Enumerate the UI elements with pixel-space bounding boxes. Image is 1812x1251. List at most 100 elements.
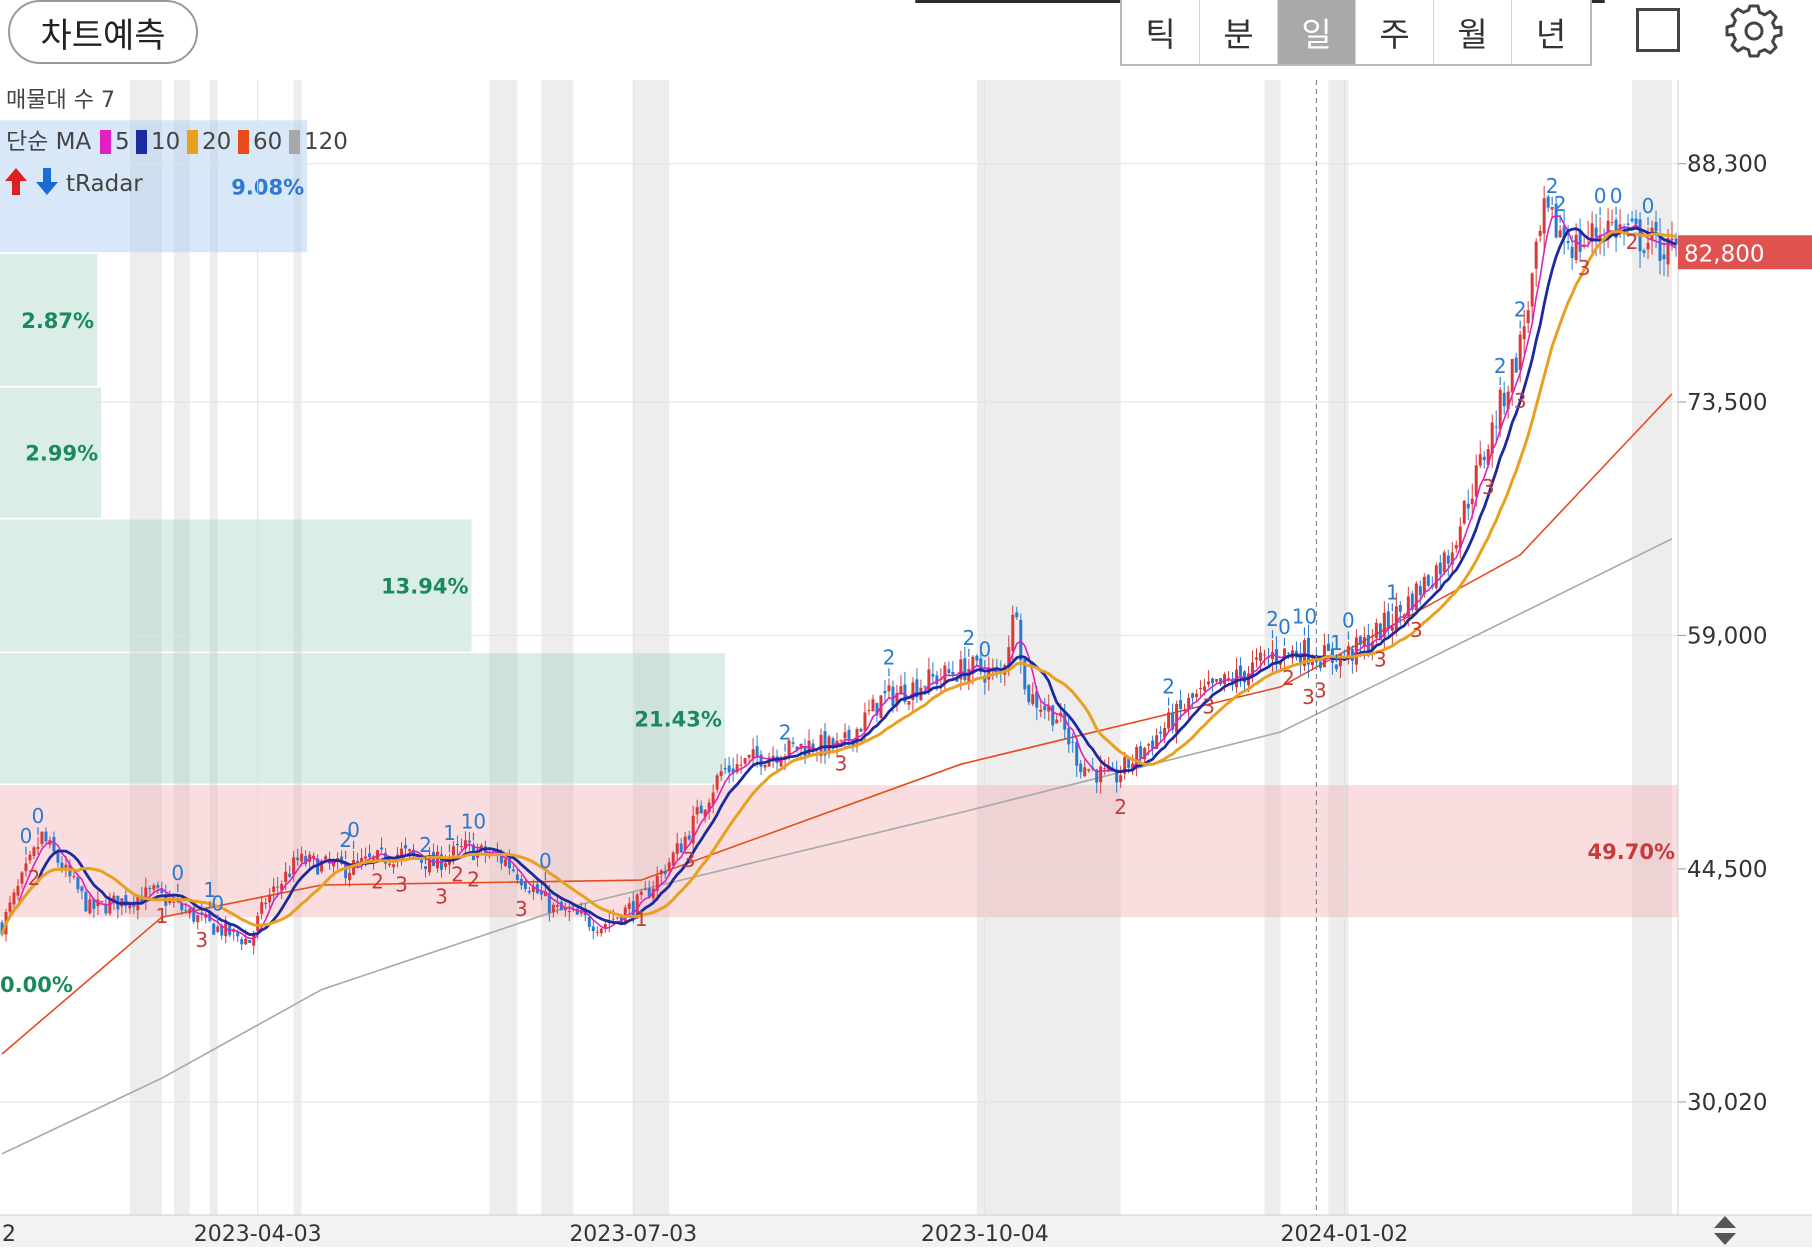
candle-body (875, 702, 879, 716)
ma-legend-swatch (238, 130, 249, 154)
gear-icon[interactable] (1725, 2, 1783, 60)
candle-body (739, 764, 743, 766)
shaded-column (541, 80, 574, 1215)
candle-body (703, 809, 707, 817)
candle-body (819, 734, 823, 756)
period-tab-3[interactable]: 주 (1356, 0, 1434, 64)
candle-body (1534, 241, 1538, 269)
candle-body (547, 893, 551, 913)
candle-body (503, 859, 507, 866)
candle-body (427, 854, 431, 873)
volume-profile-percent: 13.94% (381, 575, 468, 599)
candle-body (571, 909, 575, 911)
chart-svg[interactable]: 9.08%2.87%2.99%13.94%21.43%49.70%0.00%00… (0, 80, 1812, 1247)
candle-body (1203, 686, 1207, 691)
candle-body (1027, 685, 1031, 703)
fullscreen-toggle-icon[interactable] (1636, 8, 1680, 52)
stock-chart[interactable]: 9.08% 2.87% 2.99% 13.94% 21.43% 49.70% 0.00% 0 0… (0, 80, 1812, 1247)
tradar-down-marker: 2 (371, 869, 384, 893)
candle-body (1075, 742, 1079, 766)
candle-body (1019, 619, 1023, 661)
candle-body (1510, 359, 1514, 393)
current-price-label: 82,800 (1684, 241, 1764, 267)
tradar-down-marker: 3 (683, 848, 696, 872)
candle-body (1063, 712, 1067, 730)
tradar-up-marker: 2 (1554, 192, 1567, 216)
shaded-column (209, 80, 218, 1215)
ma-legend-period: 60 (253, 129, 282, 155)
candle-body (423, 866, 427, 869)
candle-body (1458, 526, 1462, 549)
chart-predict-button[interactable]: 차트예측 (8, 0, 198, 64)
scroll-handle-icon[interactable] (1700, 1212, 1750, 1247)
candle-body (675, 843, 679, 854)
candle-body (731, 768, 735, 774)
period-tab-4[interactable]: 월 (1434, 0, 1512, 64)
candle-body (364, 856, 368, 859)
period-tab-2[interactable]: 일 (1278, 0, 1356, 64)
candle-body (567, 910, 571, 912)
tradar-down-marker: 2 (467, 867, 480, 891)
candle-body (671, 852, 675, 866)
candle-body (459, 845, 463, 847)
candle-body (1594, 227, 1598, 238)
candle-body (1402, 614, 1406, 617)
candle-body (1654, 221, 1658, 231)
candle-body (1298, 653, 1302, 666)
tradar-up-marker: 0 (347, 818, 360, 842)
candle-body (224, 922, 228, 937)
candle-body (1578, 229, 1582, 252)
candle-body (435, 851, 439, 869)
candle-body (108, 899, 112, 914)
candle-body (691, 815, 695, 844)
candle-body (260, 902, 264, 914)
candle-body (1282, 648, 1286, 659)
x-tick-label: 2023-04-03 (194, 1222, 322, 1247)
candle-body (1514, 357, 1518, 373)
radar-up-arrow-icon (5, 168, 27, 195)
period-tab-1[interactable]: 분 (1200, 0, 1278, 64)
period-tab-0[interactable]: 틱 (1122, 0, 1200, 64)
candle-body (264, 902, 268, 905)
candle-body (1498, 389, 1502, 430)
tradar-up-marker: 0 (1642, 194, 1655, 218)
candle-body (1670, 238, 1674, 241)
candle-body (683, 836, 687, 851)
candle-body (1566, 241, 1570, 244)
candle-body (523, 882, 527, 890)
x-tick-label: 2024-01-02 (1280, 1222, 1408, 1247)
x-axis-panel (0, 1215, 1812, 1247)
candle-body (515, 874, 519, 880)
candle-body (1442, 552, 1446, 572)
tradar-up-marker: 0 (20, 824, 33, 848)
x-tick-label: 2023-10-04 (921, 1222, 1049, 1247)
candle-body (963, 658, 967, 681)
candle-body (1167, 712, 1171, 729)
candle-body (1574, 234, 1578, 261)
candle-body (863, 712, 867, 732)
tradar-up-marker: 2 (779, 721, 792, 745)
candle-body (719, 771, 723, 777)
candle-body (1223, 674, 1227, 684)
candle-body (1642, 250, 1646, 254)
candle-body (1582, 244, 1586, 246)
candle-body (1438, 562, 1442, 575)
candle-body (284, 871, 288, 883)
candle-body (128, 903, 132, 909)
candle-body (1466, 503, 1470, 509)
candle-body (707, 802, 711, 813)
candle-body (1067, 728, 1071, 745)
candle-body (388, 863, 392, 865)
candle-body (1306, 637, 1310, 665)
ma-legend-swatch (289, 130, 300, 154)
current-price-badge (1678, 235, 1812, 270)
period-tab-5[interactable]: 년 (1535, 15, 1567, 54)
candle-body (0, 922, 4, 935)
candle-body (1674, 238, 1678, 245)
tradar-up-marker: 0 (1610, 184, 1623, 208)
tradar-down-marker: 3 (1482, 475, 1495, 499)
tradar-down-marker: 3 (1578, 256, 1591, 280)
candle-body (663, 871, 667, 875)
candle-body (655, 875, 659, 891)
